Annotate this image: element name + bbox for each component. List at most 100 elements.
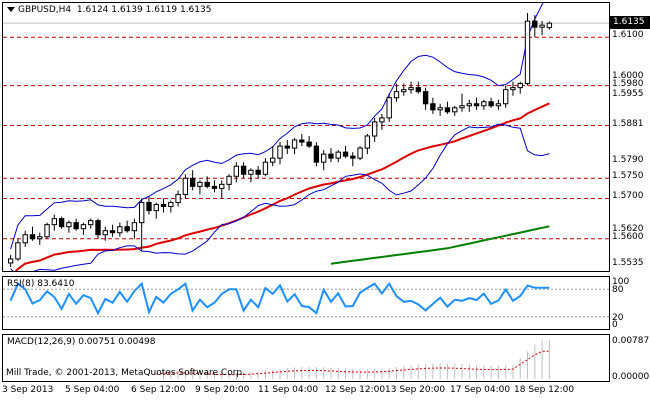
candle-body bbox=[131, 222, 138, 232]
candle-body bbox=[95, 220, 101, 236]
candle-body bbox=[299, 139, 305, 143]
candle-body bbox=[182, 177, 189, 195]
candle-body bbox=[189, 177, 196, 187]
candle-body bbox=[211, 185, 218, 189]
rsi-line bbox=[9, 281, 550, 316]
price-axis-label: 1.6100 bbox=[612, 30, 644, 41]
macd-label: MACD(12,26,9) 0.00751 0.00498 bbox=[7, 337, 156, 347]
candle-body bbox=[117, 226, 123, 234]
candle-body bbox=[379, 117, 385, 123]
candle-body bbox=[350, 155, 356, 159]
candle-body bbox=[204, 181, 210, 187]
candle-body bbox=[88, 220, 94, 226]
candle-body bbox=[415, 87, 422, 93]
candle-body bbox=[66, 222, 72, 228]
candle-body bbox=[466, 103, 472, 107]
price-chart[interactable]: GBPUSD,H4 1.6124 1.6139 1.6119 1.6135 bbox=[2, 2, 610, 272]
candle-body bbox=[422, 91, 429, 105]
time-axis-label: 11 Sep 04:00 bbox=[258, 385, 319, 395]
bollinger-upper-band bbox=[10, 3, 544, 250]
rsi-panel[interactable]: RSI(8) 83.6410 bbox=[2, 276, 610, 330]
time-axis-label: 18 Sep 12:00 bbox=[514, 385, 575, 395]
candle-body bbox=[80, 224, 87, 230]
candle-body bbox=[109, 230, 116, 234]
candle-body bbox=[277, 145, 283, 159]
candle-body bbox=[146, 201, 152, 212]
candle-body bbox=[481, 101, 487, 107]
price-axis-label: 1.5620 bbox=[612, 223, 644, 234]
time-axis-label: 12 Sep 12:00 bbox=[325, 385, 386, 395]
candle-body bbox=[262, 161, 269, 175]
symbol-label: GBPUSD,H4 bbox=[18, 5, 72, 15]
candle-body bbox=[452, 107, 458, 113]
candle-body bbox=[175, 193, 181, 203]
price-axis-label: 1.5600 bbox=[612, 231, 644, 242]
candle-body bbox=[270, 157, 276, 163]
rsi-label: RSI(8) 83.6410 bbox=[7, 279, 75, 289]
candle-body bbox=[160, 204, 167, 208]
time-axis-label: 3 Sep 2013 bbox=[2, 385, 54, 395]
bollinger-lower-band bbox=[10, 123, 550, 271]
candle-body bbox=[138, 201, 145, 224]
candle-body bbox=[386, 97, 392, 119]
time-axis-label: 13 Sep 20:00 bbox=[385, 385, 446, 395]
candle-body bbox=[335, 151, 341, 159]
green-moving-average bbox=[330, 225, 550, 265]
price-axis-label: 1.5980 bbox=[612, 78, 644, 89]
rsi-axis-80: 80 bbox=[612, 285, 624, 295]
candle-body bbox=[153, 204, 159, 212]
price-axis-label: 1.6000 bbox=[612, 70, 644, 81]
price-axis-label: 1.5535 bbox=[612, 257, 644, 268]
candle-body bbox=[240, 165, 247, 175]
candle-body bbox=[502, 89, 509, 105]
macd-panel[interactable]: MACD(12,26,9) 0.00751 0.00498 bbox=[2, 334, 610, 382]
candle-body bbox=[473, 103, 480, 107]
rsi-axis-0: 0 bbox=[612, 320, 618, 330]
candle-body bbox=[437, 107, 443, 111]
candle-body bbox=[401, 89, 407, 93]
candle-body bbox=[524, 20, 531, 85]
current-price-tag: 1.6135 bbox=[610, 16, 650, 30]
price-axis-label: 1.5700 bbox=[612, 191, 644, 202]
candle-body bbox=[546, 22, 553, 29]
candle-body bbox=[73, 222, 79, 230]
chart-header: GBPUSD,H4 1.6124 1.6139 1.6119 1.6135 bbox=[7, 5, 211, 15]
time-axis-label: 5 Sep 04:00 bbox=[65, 385, 120, 395]
time-axis-label: 9 Sep 20:00 bbox=[195, 385, 250, 395]
macd-signal-line bbox=[156, 350, 550, 376]
price-axis-label: 1.5750 bbox=[612, 171, 644, 182]
candle-body bbox=[342, 151, 349, 157]
macd-canvas[interactable] bbox=[3, 335, 609, 381]
candle-body bbox=[124, 226, 130, 232]
candle-body bbox=[7, 258, 14, 264]
candle-body bbox=[37, 236, 43, 240]
candle-body bbox=[197, 181, 203, 187]
candle-body bbox=[248, 169, 254, 175]
candle-body bbox=[306, 141, 312, 147]
candle-body bbox=[539, 24, 545, 28]
candle-body bbox=[291, 139, 298, 149]
candle-body bbox=[102, 230, 108, 236]
candle-body bbox=[168, 201, 174, 208]
candle-body bbox=[510, 87, 516, 91]
candle-body bbox=[219, 183, 225, 189]
red-moving-average bbox=[14, 102, 550, 271]
price-chart-canvas[interactable] bbox=[3, 3, 609, 271]
candle-body bbox=[408, 87, 414, 91]
candle-body bbox=[320, 153, 327, 163]
candle-body bbox=[357, 147, 363, 159]
time-axis-label: 17 Sep 04:00 bbox=[450, 385, 511, 395]
price-axis-label: 1.5790 bbox=[612, 155, 644, 166]
candle-body bbox=[15, 242, 21, 260]
price-axis-label: 1.5881 bbox=[612, 118, 644, 129]
candle-body bbox=[364, 135, 371, 149]
candle-body bbox=[226, 175, 232, 185]
candle-body bbox=[371, 121, 378, 137]
ohlc-values: 1.6124 1.6139 1.6119 1.6135 bbox=[76, 5, 212, 15]
candle-body bbox=[459, 105, 465, 109]
candle-body bbox=[233, 165, 240, 177]
candle-body bbox=[51, 218, 58, 226]
rsi-canvas[interactable] bbox=[3, 277, 609, 329]
dropdown-arrow-icon[interactable] bbox=[7, 7, 15, 12]
rsi-axis-20: 20 bbox=[612, 313, 624, 323]
